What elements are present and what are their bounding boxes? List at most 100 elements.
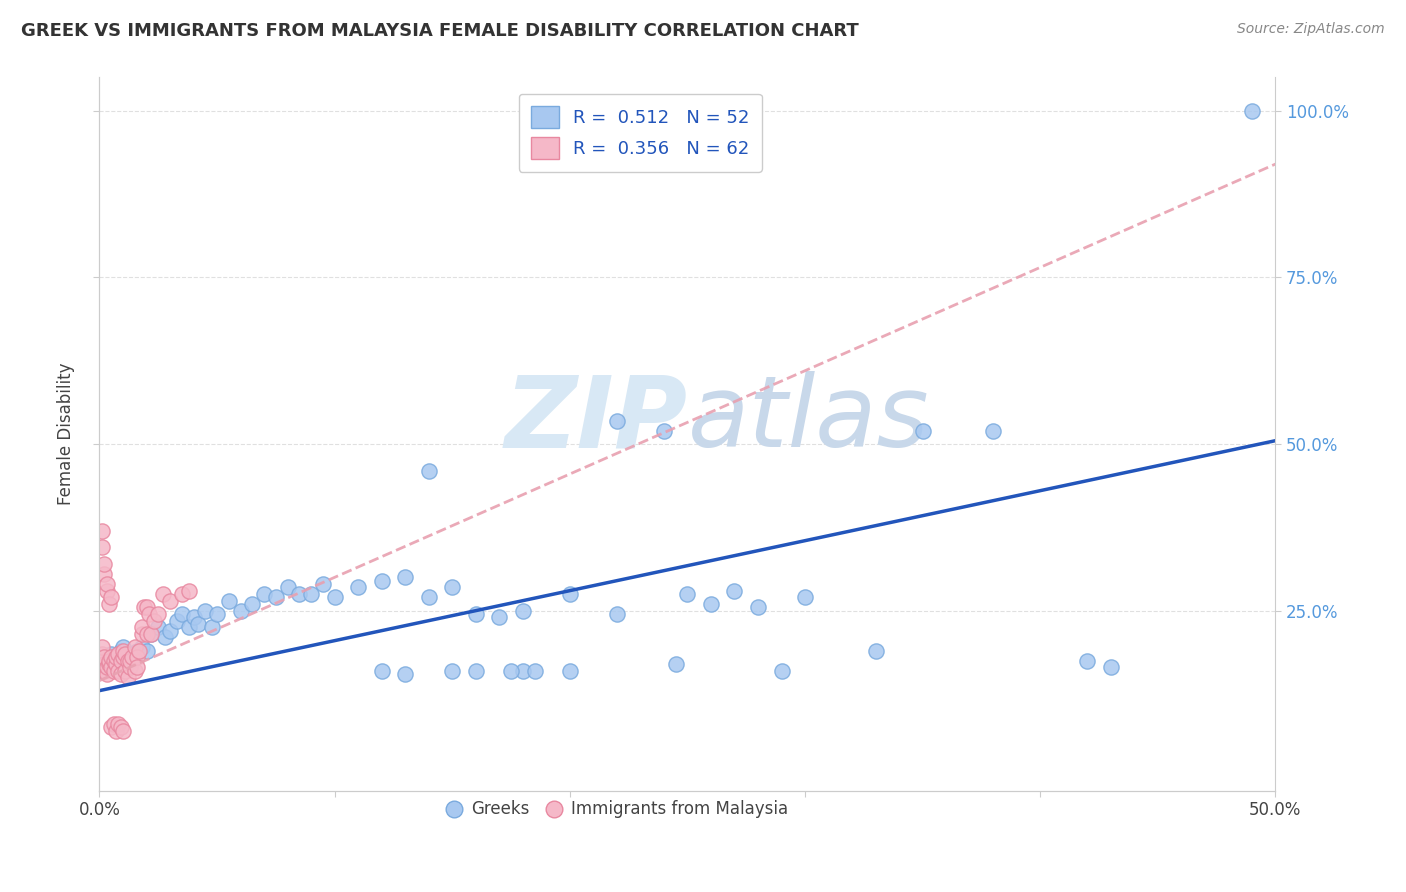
- Point: [131, 640, 153, 655]
- Text: atlas: atlas: [688, 371, 929, 468]
- Point: [100, 647, 122, 661]
- Point: [90, 660, 112, 674]
- Point: [277, 580, 299, 594]
- Point: [90, 647, 112, 661]
- Point: [218, 593, 240, 607]
- Point: [96, 577, 118, 591]
- Point: [135, 600, 157, 615]
- Point: [865, 643, 887, 657]
- Point: [558, 664, 581, 678]
- Point: [114, 647, 136, 661]
- Point: [107, 717, 129, 731]
- Point: [464, 607, 486, 621]
- Point: [96, 657, 118, 671]
- Point: [135, 643, 157, 657]
- Point: [723, 583, 745, 598]
- Point: [606, 607, 628, 621]
- Text: GREEK VS IMMIGRANTS FROM MALAYSIA FEMALE DISABILITY CORRELATION CHART: GREEK VS IMMIGRANTS FROM MALAYSIA FEMALE…: [21, 22, 859, 40]
- Point: [138, 607, 160, 621]
- Y-axis label: Female Disability: Female Disability: [58, 363, 75, 505]
- Point: [127, 650, 149, 665]
- Text: Source: ZipAtlas.com: Source: ZipAtlas.com: [1237, 22, 1385, 37]
- Point: [124, 664, 146, 678]
- Point: [93, 657, 115, 671]
- Point: [394, 667, 416, 681]
- Point: [100, 650, 122, 665]
- Point: [441, 664, 464, 678]
- Point: [770, 664, 793, 678]
- Point: [394, 570, 416, 584]
- Point: [131, 620, 153, 634]
- Point: [120, 650, 142, 665]
- Point: [93, 654, 115, 668]
- Point: [104, 657, 127, 671]
- Point: [794, 591, 817, 605]
- Point: [111, 723, 134, 738]
- Point: [97, 660, 120, 674]
- Point: [464, 664, 486, 678]
- Point: [205, 607, 228, 621]
- Point: [170, 587, 193, 601]
- Point: [117, 647, 139, 661]
- Point: [155, 630, 177, 644]
- Point: [93, 566, 115, 581]
- Point: [676, 587, 699, 601]
- Point: [124, 650, 146, 665]
- Point: [117, 670, 139, 684]
- Point: [142, 614, 165, 628]
- Point: [93, 557, 115, 571]
- Point: [229, 604, 252, 618]
- Point: [103, 654, 125, 668]
- Point: [100, 720, 122, 734]
- Point: [148, 620, 170, 634]
- Point: [488, 610, 510, 624]
- Point: [499, 664, 522, 678]
- Point: [103, 664, 125, 678]
- Point: [558, 587, 581, 601]
- Point: [90, 654, 112, 668]
- Point: [441, 580, 464, 594]
- Point: [111, 640, 134, 655]
- Point: [288, 587, 311, 601]
- Point: [700, 597, 723, 611]
- Point: [135, 627, 157, 641]
- Point: [97, 597, 120, 611]
- Point: [110, 654, 132, 668]
- Point: [187, 617, 209, 632]
- Point: [114, 664, 136, 678]
- Point: [141, 627, 163, 641]
- Point: [201, 620, 224, 634]
- Point: [104, 723, 127, 738]
- Point: [131, 627, 153, 641]
- Point: [134, 600, 156, 615]
- Point: [90, 524, 112, 538]
- Point: [96, 583, 118, 598]
- Point: [120, 660, 142, 674]
- Point: [177, 583, 200, 598]
- Point: [264, 591, 287, 605]
- Point: [124, 640, 146, 655]
- Legend: Greeks, Immigrants from Malaysia: Greeks, Immigrants from Malaysia: [439, 794, 794, 825]
- Point: [911, 424, 934, 438]
- Point: [117, 654, 139, 668]
- Point: [418, 464, 440, 478]
- Point: [418, 591, 440, 605]
- Point: [100, 660, 122, 674]
- Point: [107, 650, 129, 665]
- Point: [170, 607, 193, 621]
- Point: [97, 657, 120, 671]
- Point: [103, 654, 125, 668]
- Point: [747, 600, 769, 615]
- Point: [111, 643, 134, 657]
- Point: [981, 424, 1004, 438]
- Point: [148, 607, 170, 621]
- Point: [652, 424, 675, 438]
- Point: [107, 664, 129, 678]
- Point: [104, 650, 127, 665]
- Point: [141, 627, 163, 641]
- Point: [121, 650, 143, 665]
- Point: [110, 720, 132, 734]
- Point: [97, 654, 120, 668]
- Point: [127, 643, 149, 657]
- Point: [93, 650, 115, 665]
